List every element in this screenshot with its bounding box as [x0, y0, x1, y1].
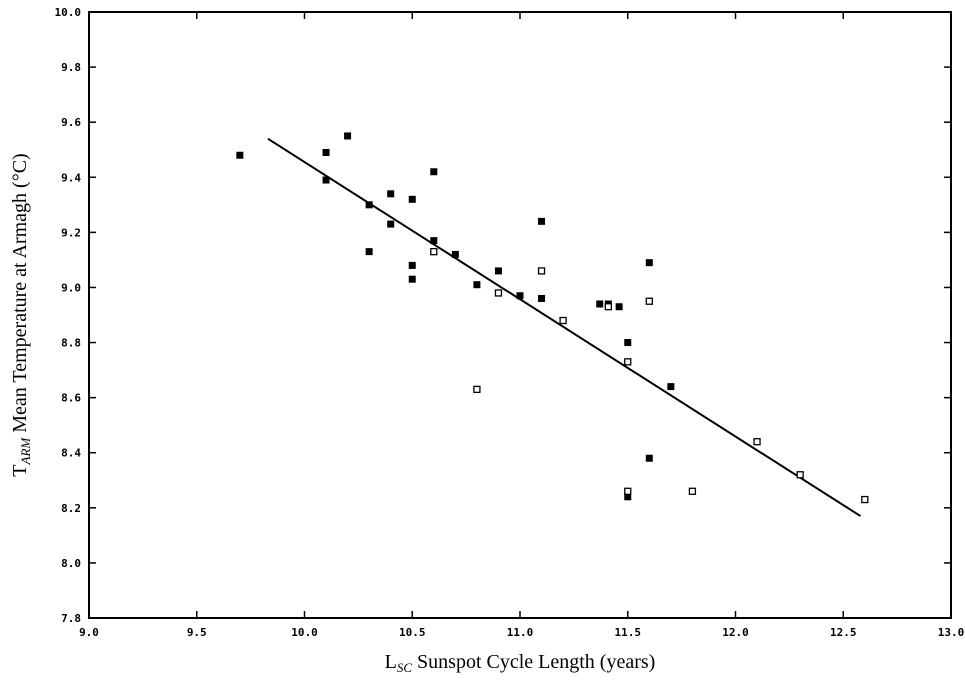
data-point-filled	[667, 383, 675, 391]
data-point-open	[861, 495, 869, 504]
y-tick-label: 8.2	[61, 502, 81, 515]
data-point-filled	[494, 267, 502, 275]
data-point-filled	[645, 259, 653, 267]
data-point-filled	[615, 303, 623, 311]
data-point-filled	[473, 281, 481, 289]
data-point-open	[604, 303, 613, 311]
data-points	[236, 132, 869, 504]
data-point-filled	[365, 248, 373, 256]
y-tick-labels: 7.8 8.0 8.2 8.4 8.6 8.8 9.0 9.2 9.4 9.6 9.8 10.0	[55, 6, 82, 625]
data-point-open	[753, 438, 761, 446]
data-point-open	[537, 267, 546, 275]
data-point-filled	[538, 217, 546, 225]
y-axis-label: TARM Mean Temperature at Armagh (°C)	[9, 153, 33, 476]
x-tick-label: 13.0	[938, 626, 965, 639]
y-tick-label: 9.6	[61, 116, 81, 129]
data-point-filled	[645, 454, 653, 462]
x-tick-label: 11.5	[615, 626, 642, 639]
y-tick-label: 8.6	[61, 392, 81, 405]
data-point-filled	[408, 195, 416, 203]
x-tick-label: 9.5	[187, 626, 207, 639]
y-tick-label: 9.4	[61, 171, 81, 184]
plot-frame	[88, 11, 952, 619]
data-point-filled	[408, 275, 416, 283]
data-point-filled	[236, 151, 244, 159]
data-point-filled	[322, 148, 330, 156]
data-point-filled	[387, 220, 395, 228]
regression-line	[267, 137, 862, 517]
data-point-filled	[408, 261, 416, 269]
data-point-open	[796, 471, 804, 479]
data-point-open	[430, 247, 438, 256]
data-point-filled	[387, 190, 395, 198]
data-point-filled	[322, 176, 330, 184]
data-point-filled	[451, 250, 459, 258]
data-point-filled	[624, 339, 632, 347]
data-point-filled	[516, 292, 524, 300]
data-point-open	[559, 316, 567, 325]
y-tick-label: 9.0	[61, 281, 81, 294]
x-tick-label: 10.0	[291, 626, 318, 639]
y-tick-label: 8.8	[61, 337, 81, 350]
x-tick-labels: 9.0 9.5 10.0 10.5 11.0 11.5 12.0 12.5 13.0	[79, 626, 964, 639]
data-point-open	[688, 487, 697, 495]
data-point-open	[645, 297, 653, 305]
x-tick-label: 12.0	[722, 626, 749, 639]
x-tick-label: 12.5	[830, 626, 857, 639]
data-point-open	[473, 385, 481, 394]
x-tick-label: 10.5	[399, 626, 426, 639]
y-tick-label: 8.0	[61, 557, 81, 570]
y-tick-label: 7.8	[61, 612, 81, 625]
x-tick-label: 9.0	[79, 626, 99, 639]
data-point-filled	[430, 237, 438, 245]
data-point-filled	[430, 168, 438, 176]
data-point-open	[624, 487, 632, 495]
data-point-open	[624, 358, 632, 366]
data-point-filled	[538, 294, 546, 302]
y-tick-label: 10.0	[55, 6, 82, 19]
data-point-open	[494, 289, 503, 297]
x-tick-label: 11.0	[507, 626, 534, 639]
x-axis-label: LSC Sunspot Cycle Length (years)	[385, 651, 656, 675]
data-point-filled	[365, 201, 373, 209]
data-point-filled	[596, 300, 604, 308]
y-tick-label: 9.2	[61, 226, 81, 239]
data-point-filled	[344, 132, 352, 140]
y-tick-label: 8.4	[61, 447, 81, 460]
axis-ticks	[88, 11, 952, 619]
y-tick-label: 9.8	[61, 61, 81, 74]
